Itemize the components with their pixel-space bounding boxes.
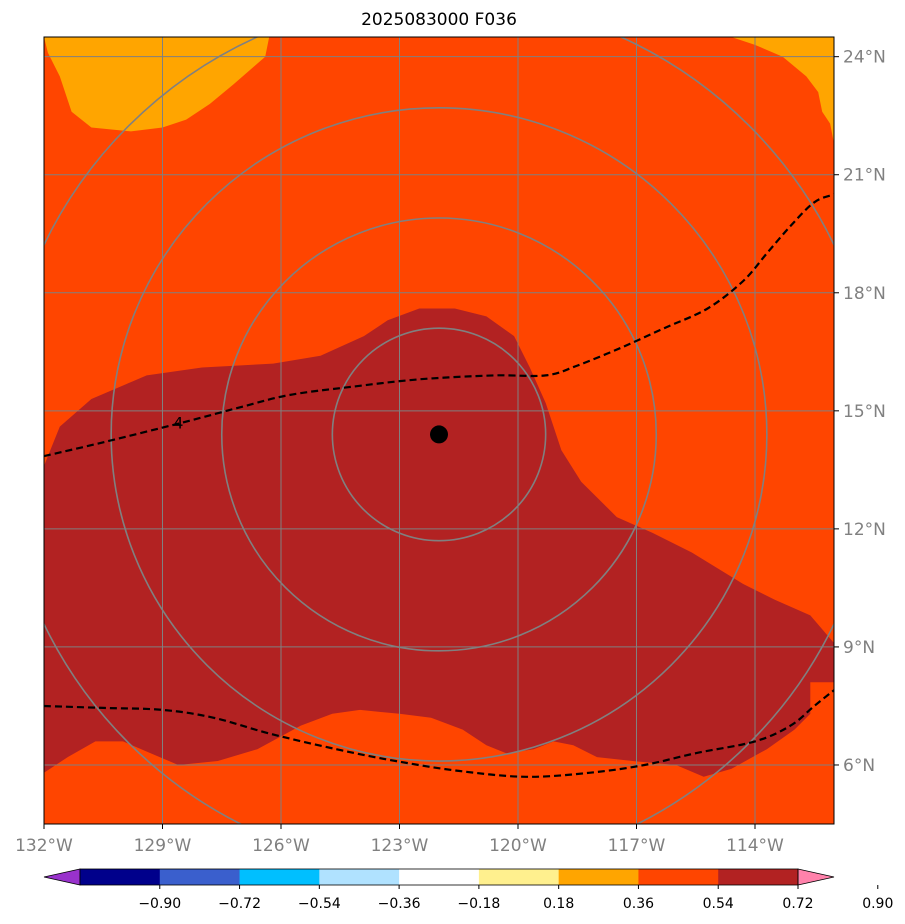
colorbar-segment (638, 869, 719, 885)
colorbar-segment (80, 869, 161, 885)
x-tick-label: 126°W (252, 836, 310, 856)
colorbar-tick-label: −0.18 (457, 896, 500, 912)
x-tick-label: 129°W (134, 836, 192, 856)
colorbar-tick-label: −0.72 (218, 896, 261, 912)
x-tick-label: 123°W (371, 836, 429, 856)
colorbar-tick-label: 0.18 (543, 896, 574, 912)
colorbar-segment (319, 869, 400, 885)
range-ring (220, 217, 658, 652)
x-tick-label: 132°W (15, 836, 73, 856)
contour-label: 4 (173, 414, 183, 433)
contour-line-upper (44, 193, 834, 458)
x-tick-label: 117°W (608, 836, 666, 856)
colorbar-segment (399, 869, 480, 885)
colorbar-tick-label: 0.54 (703, 896, 734, 912)
map-frame (43, 36, 835, 825)
colorbar-tick-label: 0.72 (782, 896, 813, 912)
y-tick-label: 6°N (843, 756, 875, 776)
colorbar-segment (718, 869, 799, 885)
colorbar-extend-low (43, 868, 81, 886)
colorbar-segment (478, 869, 560, 885)
range-ring (110, 107, 768, 762)
colorbar-segment (558, 869, 639, 885)
y-tick-label: 18°N (843, 284, 886, 304)
colorbar-tick-label: −0.54 (298, 896, 341, 912)
colorbar-segment (159, 869, 241, 885)
y-tick-label: 9°N (843, 638, 875, 658)
y-tick-label: 21°N (843, 166, 886, 186)
y-tick-label: 24°N (843, 48, 886, 68)
colorbar-segment (239, 869, 320, 885)
contour-region-northeast (731, 37, 834, 144)
x-tick-label: 114°W (726, 836, 784, 856)
contour-line-lower (44, 689, 834, 778)
chart-title: 2025083000 F036 (361, 10, 517, 30)
storm-center-marker (430, 425, 448, 444)
colorbar-tick-label: −0.36 (378, 896, 421, 912)
y-tick-label: 12°N (843, 520, 886, 540)
colorbar-outline (79, 868, 799, 886)
x-tick-label: 120°W (489, 836, 547, 856)
colorbar-extend-high (797, 868, 835, 886)
colorbar-tick-label: −0.90 (138, 896, 181, 912)
colorbar-tick-label: 0.90 (862, 896, 893, 912)
y-tick-label: 15°N (843, 402, 886, 422)
colorbar-tick-label: 0.36 (623, 896, 654, 912)
range-ring (331, 327, 547, 542)
